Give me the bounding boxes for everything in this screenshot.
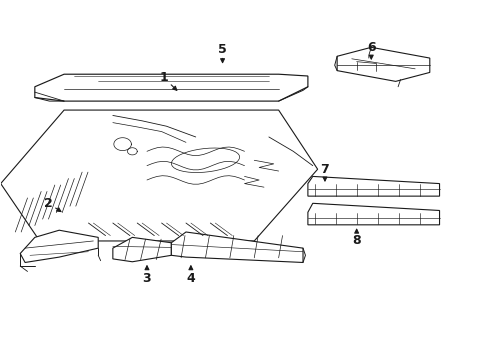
- Polygon shape: [0, 110, 317, 241]
- Polygon shape: [307, 203, 439, 225]
- Polygon shape: [307, 176, 439, 196]
- Polygon shape: [336, 47, 429, 81]
- Text: 8: 8: [352, 229, 360, 247]
- Text: 3: 3: [142, 266, 151, 285]
- Text: 7: 7: [320, 163, 328, 181]
- Polygon shape: [171, 232, 303, 262]
- Polygon shape: [113, 237, 171, 262]
- Polygon shape: [20, 230, 98, 262]
- Text: 1: 1: [160, 71, 177, 90]
- Text: 4: 4: [186, 266, 195, 285]
- Polygon shape: [35, 74, 307, 101]
- Text: 2: 2: [44, 197, 61, 212]
- Text: 6: 6: [366, 41, 375, 59]
- Text: 5: 5: [218, 42, 226, 63]
